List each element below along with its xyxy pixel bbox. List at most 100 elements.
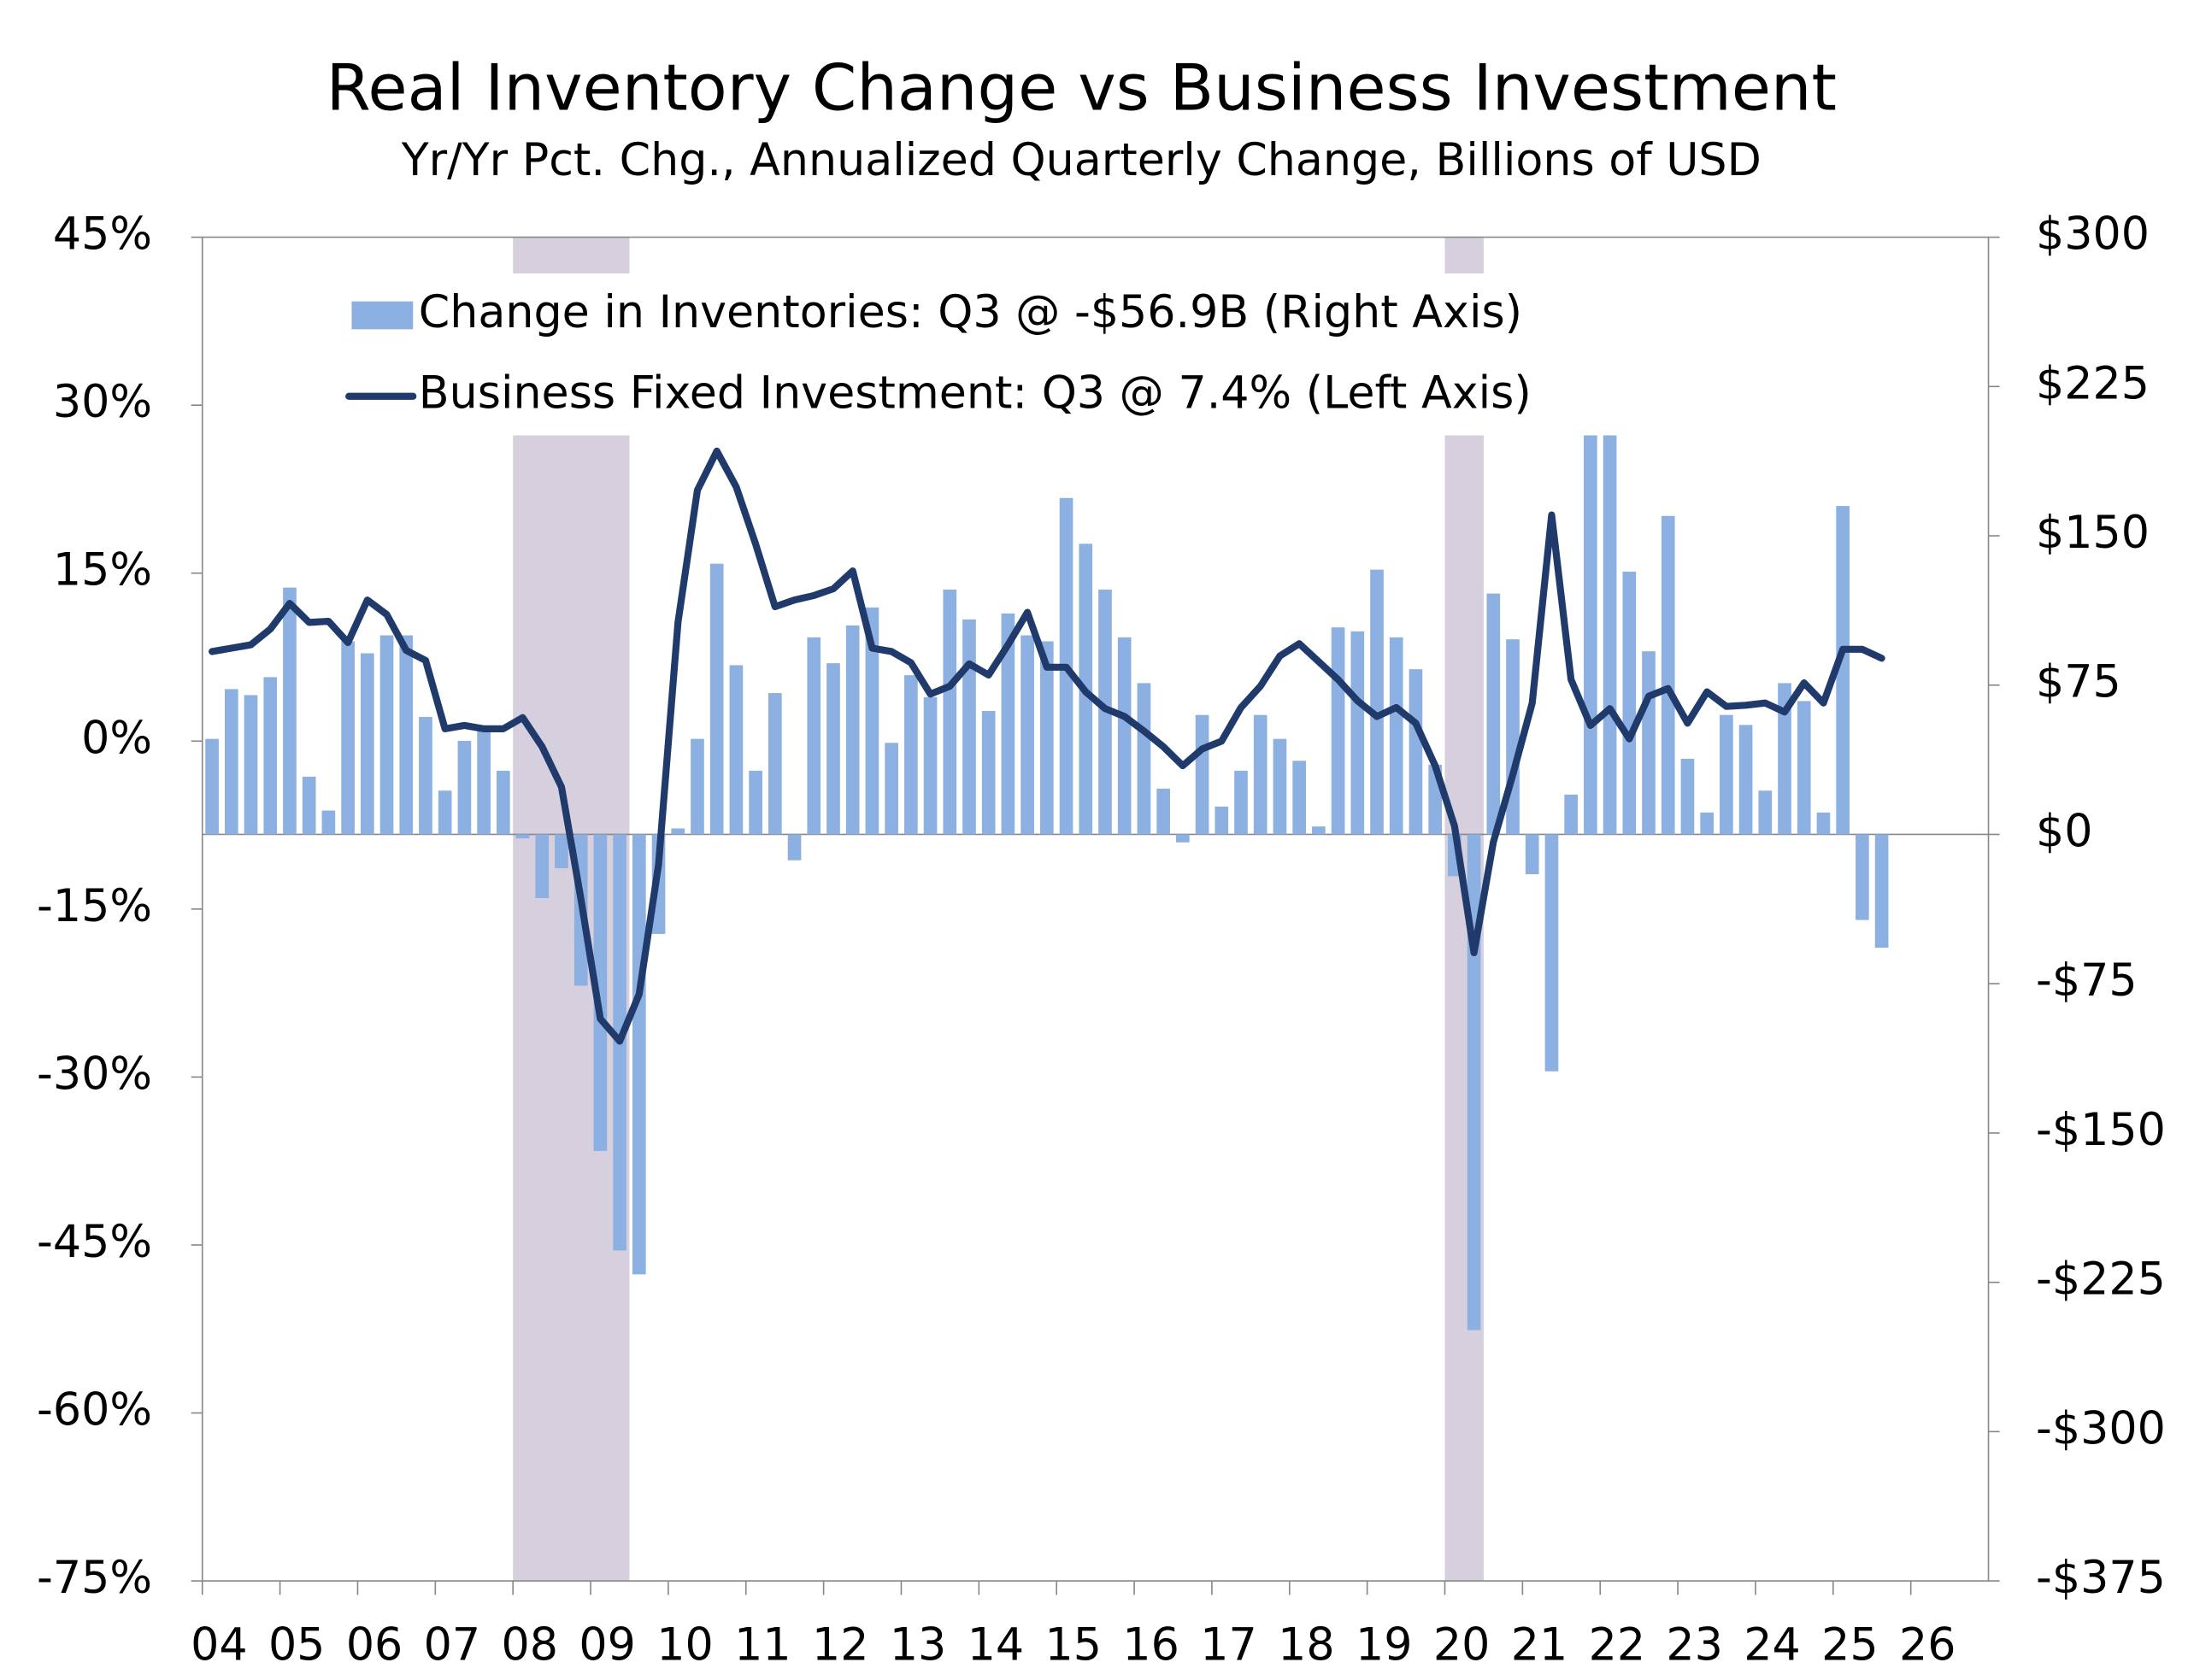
bar	[1176, 834, 1190, 843]
x-tick-label: 05	[268, 1619, 325, 1671]
bar	[593, 834, 608, 1151]
bar	[1370, 569, 1384, 835]
chart-subtitle: Yr/Yr Pct. Chg., Annualized Quarterly Ch…	[401, 135, 1762, 186]
y-tick-label: 15%	[53, 545, 152, 596]
bar	[1040, 641, 1054, 835]
bar	[1195, 714, 1209, 835]
x-tick-label: 13	[890, 1619, 946, 1671]
bar	[1331, 627, 1345, 835]
bar	[1312, 826, 1326, 835]
y-tick-label: -45%	[37, 1217, 152, 1268]
bar	[885, 743, 898, 835]
bar	[1001, 613, 1015, 835]
bar	[729, 665, 744, 835]
bar	[1234, 770, 1248, 835]
y-tick-label: -30%	[37, 1049, 152, 1100]
bar	[1680, 758, 1695, 835]
x-tick-label: 16	[1122, 1619, 1179, 1671]
y2-tick-label: $75	[2036, 657, 2121, 708]
y2-tick-label: $300	[2036, 209, 2150, 261]
legend-swatch	[351, 301, 414, 330]
bar	[1603, 426, 1617, 835]
bar	[1273, 738, 1287, 835]
bar	[1758, 790, 1773, 835]
line	[209, 447, 1885, 1045]
x-tick-label: 06	[346, 1619, 403, 1671]
bar	[321, 810, 336, 835]
x-tick-label: 15	[1045, 1619, 1102, 1671]
x-tick-label: 23	[1666, 1619, 1722, 1671]
legend-label: Business Fixed Investment: Q3 @ 7.4% (Le…	[419, 368, 1532, 420]
y2-tick-label: $150	[2036, 508, 2150, 559]
bar	[244, 695, 258, 835]
legend-label: Change in Inventories: Q3 @ -$56.9B (Rig…	[419, 287, 1522, 338]
bar	[515, 834, 530, 839]
bar	[205, 738, 219, 835]
y2-tick-label: $225	[2036, 358, 2150, 409]
bar	[962, 619, 976, 835]
bar	[1137, 683, 1151, 835]
bar	[399, 635, 414, 835]
bar	[1642, 651, 1656, 835]
y2-tick-label: -$75	[2036, 955, 2138, 1007]
y2-tick-label: -$225	[2036, 1254, 2166, 1306]
x-tick-label: 18	[1278, 1619, 1334, 1671]
bar	[1856, 834, 1869, 920]
bar	[904, 675, 918, 835]
bar	[1661, 515, 1675, 835]
bar	[379, 635, 394, 835]
recession-shade	[513, 237, 630, 1582]
bar	[1836, 506, 1850, 835]
bar	[302, 776, 316, 835]
bar	[749, 770, 762, 835]
x-tick-label: 12	[812, 1619, 868, 1671]
bar	[477, 729, 491, 835]
bar	[419, 717, 432, 835]
bar	[1156, 788, 1170, 835]
bar	[1622, 571, 1637, 835]
bar	[691, 738, 704, 835]
x-tick-label: 07	[424, 1619, 480, 1671]
y-tick-label: 45%	[53, 209, 152, 261]
bar	[1778, 683, 1791, 835]
bar	[787, 834, 802, 861]
bar	[1253, 714, 1268, 835]
x-tick-label: 22	[1589, 1619, 1645, 1671]
bar	[943, 589, 957, 835]
bar	[1797, 701, 1811, 835]
y2-tick-label: -$150	[2036, 1105, 2166, 1156]
bar	[826, 663, 840, 835]
y2-tick-label: -$375	[2036, 1553, 2166, 1604]
bar	[981, 711, 996, 835]
bar	[341, 641, 355, 835]
bar	[923, 696, 938, 835]
bar	[1564, 794, 1578, 835]
bar	[1292, 761, 1306, 835]
bar	[1117, 637, 1132, 835]
bar	[1544, 834, 1559, 1072]
bar	[263, 677, 278, 835]
bar	[865, 607, 879, 835]
bar	[1738, 725, 1753, 835]
y-tick-label: -75%	[37, 1553, 152, 1604]
bar	[1486, 593, 1501, 835]
y-tick-label: -15%	[37, 881, 152, 932]
bar	[535, 834, 550, 899]
x-tick-label: 08	[502, 1619, 558, 1671]
legend-background	[334, 273, 1710, 436]
x-tick-label: 04	[191, 1619, 247, 1671]
bar	[360, 653, 374, 835]
bar	[1467, 834, 1481, 1330]
y2-tick-label: -$300	[2036, 1403, 2166, 1454]
chart-title: Real Inventory Change vs Business Invest…	[326, 50, 1837, 125]
bar	[632, 834, 646, 1275]
bar	[1215, 806, 1229, 835]
y-tick-label: -60%	[37, 1385, 152, 1436]
bar	[1409, 669, 1423, 835]
bar	[1506, 639, 1520, 835]
bar	[709, 563, 724, 835]
x-tick-label: 24	[1744, 1619, 1800, 1671]
bar	[1700, 812, 1714, 835]
bar	[496, 770, 510, 835]
